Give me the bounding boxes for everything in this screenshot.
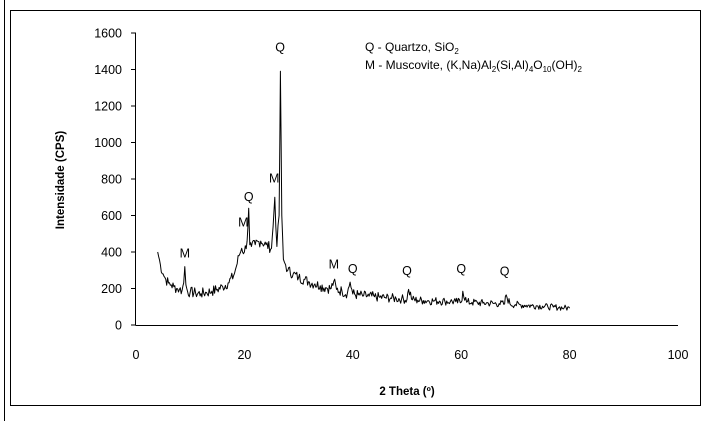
y-tick-label: 400 (101, 246, 122, 260)
y-tick-label: 600 (101, 209, 122, 223)
peak-label: Q (456, 262, 466, 276)
legend-subscript: 2 (492, 65, 497, 74)
y-axis-label: Intensidade (CPS) (55, 131, 67, 230)
peak-label: Q (244, 190, 254, 204)
legend-entry: Q - Quartzo, SiO2 (365, 40, 459, 56)
y-tick-labels: 0 200 400 600 800 1000 1200 1400 1600 (94, 27, 122, 333)
peak-label: Q (402, 264, 412, 278)
legend-text: Q - Quartzo, SiO (365, 40, 454, 54)
x-axis-label: 2 Theta (º) (379, 386, 434, 398)
x-tick-label: 80 (563, 348, 577, 362)
peak-label: M (180, 246, 190, 260)
legend-text: M - Muscovite, (K,Na)Al (365, 58, 492, 72)
legend-text: (Si,Al) (496, 58, 529, 72)
chart-border (10, 10, 701, 406)
x-tick-label: 40 (346, 348, 360, 362)
peak-label: M (269, 172, 279, 186)
legend-entry: M - Muscovite, (K,Na)Al2(Si,Al)4O10(OH)2 (365, 58, 583, 74)
plot-area (131, 32, 678, 326)
x-tick-labels: 0 20 40 60 80 100 (133, 348, 689, 362)
x-tick-label: 20 (237, 348, 251, 362)
y-tick-label: 1600 (94, 27, 122, 41)
series-line-0 (157, 70, 571, 311)
peak-label: Q (500, 265, 510, 279)
legend-subscript: 4 (529, 65, 534, 74)
y-tick-label: 1200 (94, 100, 122, 114)
legend-subscript: 2 (454, 47, 459, 56)
y-tick-label: 800 (101, 173, 122, 187)
legend-subscript: 2 (578, 65, 583, 74)
legend-text: O (533, 58, 542, 72)
legend-text: (OH) (552, 58, 578, 72)
legend-subscript: 10 (543, 65, 552, 74)
peak-label: Q (275, 40, 285, 54)
peak-label: M (329, 257, 339, 271)
y-tick-label: 200 (101, 282, 122, 296)
y-tick-label: 0 (115, 319, 122, 333)
peak-label: Q (348, 262, 358, 276)
x-tick-label: 100 (668, 348, 689, 362)
x-tick-label: 60 (454, 348, 468, 362)
peak-label: M (238, 215, 248, 229)
x-tick-label: 0 (133, 348, 140, 362)
y-tick-label: 1400 (94, 63, 122, 77)
y-tick-label: 1000 (94, 136, 122, 150)
